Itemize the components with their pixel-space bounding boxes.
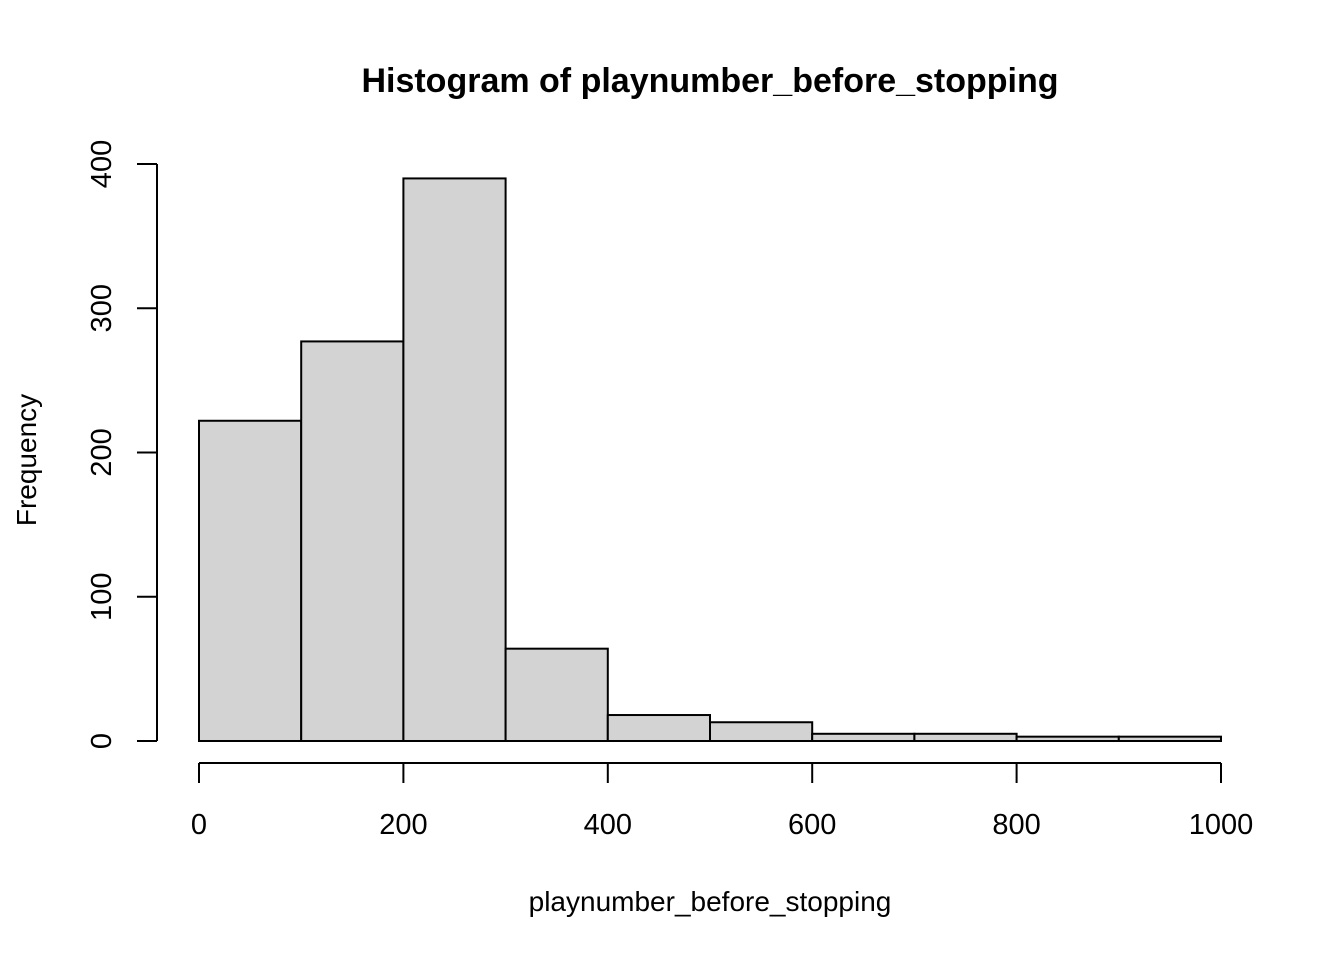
- histogram-bar-1: [198, 419, 303, 742]
- histogram-bar-6: [709, 721, 814, 742]
- x-tick-label: 1000: [1189, 809, 1254, 841]
- x-tick-label: 800: [992, 809, 1040, 841]
- y-tick-label: 400: [86, 140, 118, 188]
- y-tick-label: 300: [86, 284, 118, 332]
- x-axis: 0 200 400 600 800 1000: [191, 762, 1254, 841]
- chart-title: Histogram of playnumber_before_stopping: [361, 62, 1058, 100]
- x-tick-label: 200: [379, 809, 427, 841]
- x-tick-label: 600: [788, 809, 836, 841]
- y-axis-label: Frequency: [11, 394, 42, 526]
- histogram-bars: [198, 177, 1223, 743]
- x-axis-label: playnumber_before_stopping: [529, 886, 892, 917]
- y-tick-label: 100: [86, 573, 118, 621]
- histogram-bar-8: [913, 732, 1018, 742]
- y-tick-label: 0: [86, 733, 118, 749]
- y-tick-label: 200: [86, 428, 118, 476]
- histogram-bar-5: [606, 714, 711, 742]
- histogram-bar-3: [402, 177, 507, 743]
- histogram-bar-9: [1015, 735, 1120, 742]
- y-axis: 0 100 200 300 400: [86, 140, 158, 749]
- histogram-bar-7: [811, 732, 916, 742]
- x-tick-label: 0: [191, 809, 207, 841]
- histogram-bar-2: [300, 340, 405, 742]
- histogram-bar-4: [504, 647, 609, 742]
- x-tick-label: 400: [584, 809, 632, 841]
- histogram-bar-10: [1117, 735, 1223, 742]
